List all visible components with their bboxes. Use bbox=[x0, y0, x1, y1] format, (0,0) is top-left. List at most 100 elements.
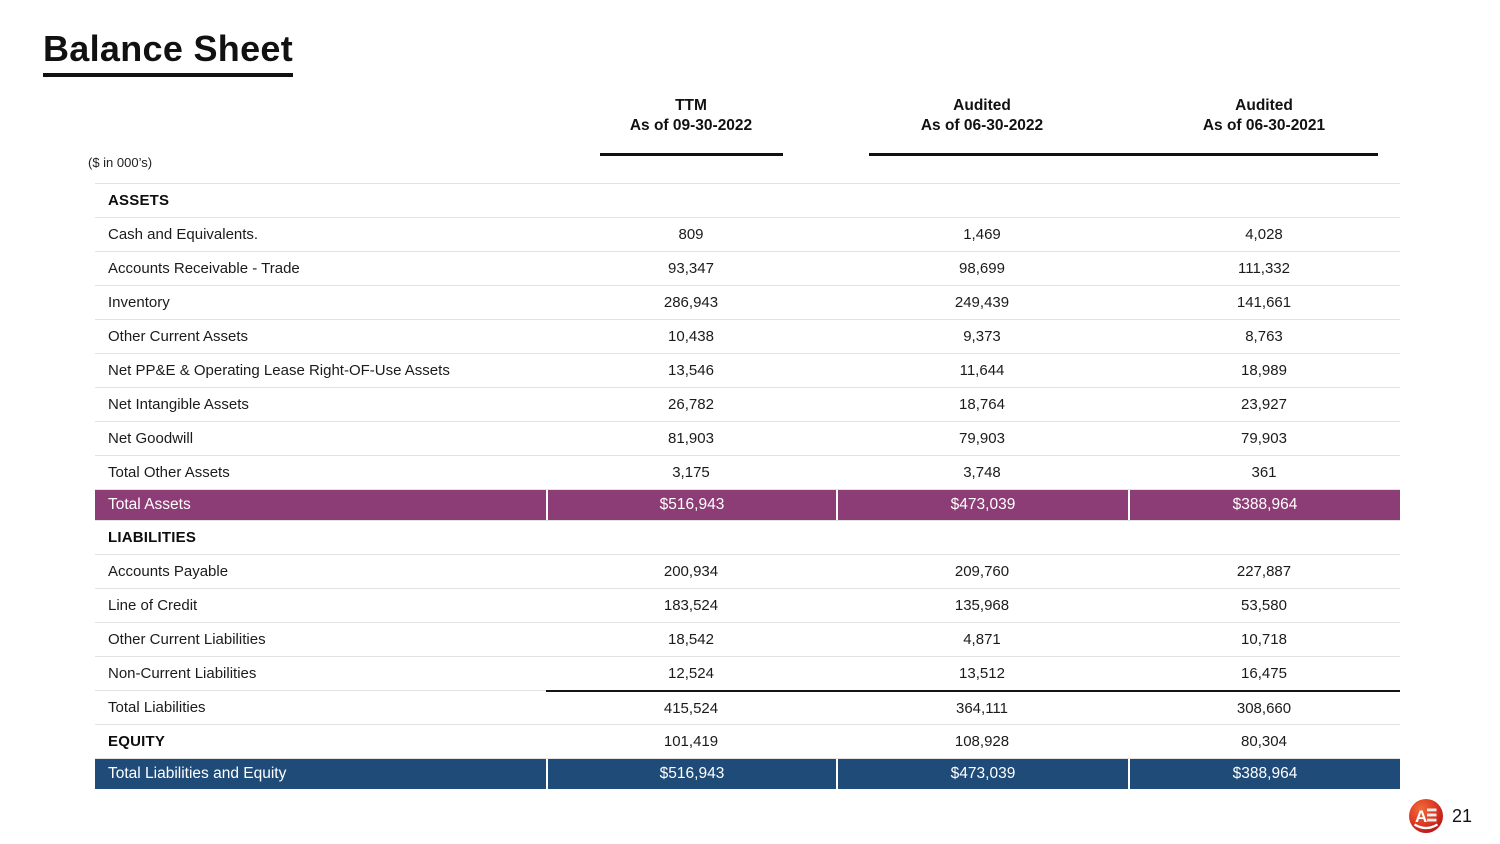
ttm-column-underline bbox=[600, 153, 783, 156]
row-value: 101,419 bbox=[663, 733, 719, 750]
row-label: Other Current Assets bbox=[108, 328, 249, 345]
row-value: 183,524 bbox=[663, 597, 719, 614]
row-value: 361 bbox=[1251, 464, 1277, 481]
row-values: $516,943 $473,039 $388,964 bbox=[546, 759, 1400, 789]
row-values: 415,524 364,111 308,660 bbox=[546, 690, 1400, 724]
row-values: 18,542 4,871 10,718 bbox=[546, 623, 1400, 656]
row-label: EQUITY bbox=[108, 733, 166, 750]
row-label: Total Liabilities and Equity bbox=[108, 765, 287, 782]
row-value bbox=[836, 184, 1128, 217]
row-value: 11,644 bbox=[959, 362, 1005, 379]
section-row: ASSETS bbox=[95, 183, 1400, 217]
row-value: 53,580 bbox=[1241, 597, 1287, 614]
row-value bbox=[1128, 184, 1400, 217]
row-value: $388,964 bbox=[1128, 490, 1400, 520]
row-label: Net PP&E & Operating Lease Right-OF-Use … bbox=[108, 362, 450, 379]
row-value bbox=[546, 521, 836, 554]
row-values: 81,903 79,903 79,903 bbox=[546, 422, 1400, 455]
row-values: 286,943 249,439 141,661 bbox=[546, 286, 1400, 319]
row-value: 13,512 bbox=[959, 665, 1005, 682]
table-row: Total Other Assets 3,175 3,748 361 bbox=[95, 455, 1400, 489]
row-value: $388,964 bbox=[1128, 759, 1400, 789]
row-value: 26,782 bbox=[668, 396, 714, 413]
section-row: EQUITY 101,419 108,928 80,304 bbox=[95, 724, 1400, 758]
row-value: 1,469 bbox=[963, 226, 1001, 243]
row-value: 80,304 bbox=[1241, 733, 1287, 750]
row-value bbox=[546, 184, 836, 217]
table-row: Accounts Payable 200,934 209,760 227,887 bbox=[95, 554, 1400, 588]
row-value: $516,943 bbox=[546, 490, 836, 520]
section-row: LIABILITIES bbox=[95, 520, 1400, 554]
row-value: 111,332 bbox=[1238, 260, 1290, 277]
row-value bbox=[836, 521, 1128, 554]
row-value: 16,475 bbox=[1241, 665, 1287, 682]
row-values: 12,524 13,512 16,475 bbox=[546, 657, 1400, 690]
row-value: 364,111 bbox=[956, 699, 1008, 717]
row-value: 308,660 bbox=[1236, 699, 1292, 717]
balance-sheet-table: ASSETS Cash and Equivalents. 809 1,469 4,028… bbox=[95, 183, 1400, 789]
row-label: Non-Current Liabilities bbox=[108, 665, 257, 682]
header-spacer bbox=[95, 96, 546, 136]
column-header-sublabel: As of 06-30-2022 bbox=[920, 117, 1044, 134]
table-row: Cash and Equivalents. 809 1,469 4,028 bbox=[95, 217, 1400, 251]
row-value: 209,760 bbox=[954, 563, 1010, 580]
row-values bbox=[546, 521, 1400, 554]
row-values bbox=[546, 184, 1400, 217]
table-row: Other Current Liabilities 18,542 4,871 10,7… bbox=[95, 622, 1400, 656]
row-value: 4,028 bbox=[1245, 226, 1283, 243]
table-row: Net PP&E & Operating Lease Right-OF-Use … bbox=[95, 353, 1400, 387]
audited-columns-underline bbox=[869, 153, 1378, 156]
row-value: 79,903 bbox=[1241, 430, 1287, 447]
column-header-sublabel: As of 06-30-2021 bbox=[1202, 117, 1326, 134]
row-value: 9,373 bbox=[963, 328, 1001, 345]
svg-text:A: A bbox=[1415, 807, 1427, 826]
ae-logo-icon: A bbox=[1408, 799, 1443, 833]
row-value: 79,903 bbox=[959, 430, 1005, 447]
total-row: Total Liabilities and Equity $516,943 $473… bbox=[95, 758, 1400, 789]
row-value: 809 bbox=[678, 226, 704, 243]
row-label: Total Liabilities bbox=[95, 690, 546, 724]
page-number: 21 bbox=[1451, 805, 1472, 826]
row-values: 101,419 108,928 80,304 bbox=[546, 725, 1400, 758]
table-row: Net Intangible Assets 26,782 18,764 23,927 bbox=[95, 387, 1400, 421]
row-label: Total Assets bbox=[108, 496, 191, 513]
row-label: Accounts Payable bbox=[108, 563, 229, 580]
row-values: 809 1,469 4,028 bbox=[546, 218, 1400, 251]
row-value: 81,903 bbox=[668, 430, 714, 447]
row-value: 10,718 bbox=[1241, 631, 1287, 648]
row-value: 286,943 bbox=[663, 294, 719, 311]
row-label: Inventory bbox=[108, 294, 170, 311]
row-value: 3,748 bbox=[963, 464, 1001, 481]
table-row: Inventory 286,943 249,439 141,661 bbox=[95, 285, 1400, 319]
row-values: 183,524 135,968 53,580 bbox=[546, 589, 1400, 622]
row-value: 249,439 bbox=[954, 294, 1010, 311]
row-label: Total Other Assets bbox=[108, 464, 230, 481]
row-label: ASSETS bbox=[108, 192, 170, 209]
column-header-label: Audited bbox=[1235, 97, 1293, 114]
row-value: 135,968 bbox=[954, 597, 1010, 614]
row-value: 18,764 bbox=[959, 396, 1005, 413]
row-label: LIABILITIES bbox=[108, 529, 197, 546]
row-value bbox=[1128, 521, 1400, 554]
row-label: Net Intangible Assets bbox=[108, 396, 249, 413]
row-value: $473,039 bbox=[836, 759, 1128, 789]
table-row: Accounts Receivable - Trade 93,347 98,699 1… bbox=[95, 251, 1400, 285]
units-note: ($ in 000’s) bbox=[88, 155, 153, 170]
row-value: 18,542 bbox=[668, 631, 714, 648]
row-values: 93,347 98,699 111,332 bbox=[546, 252, 1400, 285]
column-header-audited-2021: Audited As of 06-30-2021 bbox=[1128, 96, 1400, 136]
row-value: 4,871 bbox=[963, 631, 1001, 648]
row-value: 18,989 bbox=[1241, 362, 1287, 379]
row-label: Other Current Liabilities bbox=[108, 631, 266, 648]
column-headers: TTM As of 09-30-2022 Audited As of 06-30… bbox=[95, 96, 1400, 136]
row-value: $516,943 bbox=[546, 759, 836, 789]
row-label: Net Goodwill bbox=[108, 430, 194, 447]
row-value: 8,763 bbox=[1245, 328, 1283, 345]
row-value: 93,347 bbox=[668, 260, 714, 277]
row-value: 108,928 bbox=[954, 733, 1010, 750]
row-values: 200,934 209,760 227,887 bbox=[546, 555, 1400, 588]
table-row: Non-Current Liabilities 12,524 13,512 16,47… bbox=[95, 656, 1400, 690]
table-row: Other Current Assets 10,438 9,373 8,763 bbox=[95, 319, 1400, 353]
row-value: 200,934 bbox=[663, 563, 719, 580]
column-header-label: Audited bbox=[953, 97, 1011, 114]
